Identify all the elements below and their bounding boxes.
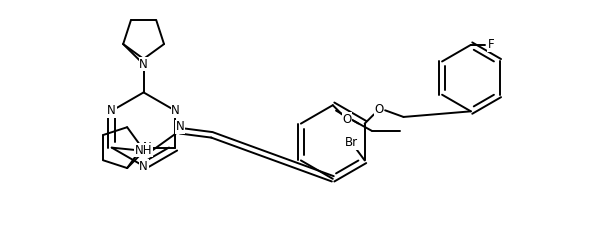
Text: N: N xyxy=(143,141,151,154)
Text: N: N xyxy=(176,120,185,133)
Text: N: N xyxy=(139,159,148,173)
Text: NH: NH xyxy=(135,144,152,157)
Text: O: O xyxy=(374,103,384,116)
Text: N: N xyxy=(108,104,116,117)
Text: N: N xyxy=(139,58,148,71)
Text: O: O xyxy=(343,113,352,126)
Text: F: F xyxy=(488,38,495,51)
Text: Br: Br xyxy=(345,136,358,149)
Text: N: N xyxy=(171,104,180,117)
